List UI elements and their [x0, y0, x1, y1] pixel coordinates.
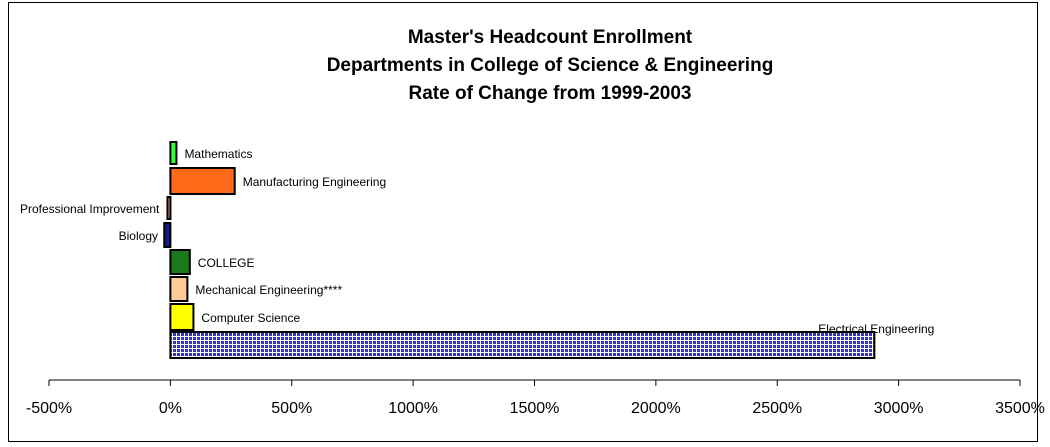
bar [169, 331, 876, 359]
chart-titles: Master's Headcount Enrollment Department… [0, 24, 1050, 108]
bar-label: Mathematics [184, 147, 252, 161]
bar [169, 249, 191, 275]
chart-frame [8, 2, 1038, 442]
bar-label: COLLEGE [198, 256, 255, 270]
chart-subtitle-2: Rate of Change from 1999-2003 [408, 83, 692, 104]
x-tick-label: 2000% [631, 400, 681, 417]
bar [166, 196, 172, 220]
bar-label: Manufacturing Engineering [243, 175, 386, 189]
bar [163, 222, 172, 248]
bar [169, 303, 195, 331]
x-tick-label: 500% [271, 400, 312, 417]
bar [169, 276, 189, 302]
x-tick-label: 0% [159, 400, 182, 417]
bar [169, 141, 178, 165]
x-tick-label: 3500% [995, 400, 1045, 417]
x-tick-label: 3000% [874, 400, 924, 417]
chart-subtitle-1: Departments in College of Science & Engi… [326, 55, 774, 76]
x-tick-label: -500% [26, 400, 72, 417]
bar [169, 167, 236, 195]
x-tick-label: 2500% [752, 400, 802, 417]
x-tick-label: 1000% [388, 400, 438, 417]
x-tick-label: 1500% [510, 400, 560, 417]
bar-label: Mechanical Engineering**** [195, 283, 342, 297]
bar-label: Computer Science [201, 311, 300, 325]
bar-label: Biology [119, 229, 158, 243]
bar-label: Professional Improvement [20, 202, 160, 216]
chart-title: Master's Headcount Enrollment [407, 27, 693, 48]
bar-label: Electrical Engineering [818, 322, 934, 336]
